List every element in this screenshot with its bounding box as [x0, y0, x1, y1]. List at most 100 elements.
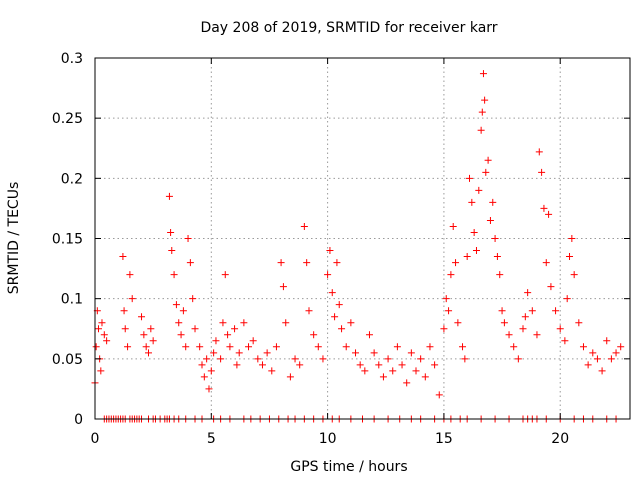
y-tick-labels: 0 0.05 0.1 0.15 0.2 0.25 0.3 [52, 51, 83, 428]
data-point [300, 222, 308, 230]
data-point [603, 337, 611, 345]
data-point [524, 289, 532, 297]
data-point [240, 319, 248, 327]
x-tick-label: 10 [319, 431, 337, 447]
data-point [535, 148, 543, 156]
data-point [452, 259, 460, 267]
y-tick-label: 0 [74, 412, 83, 428]
data-point [447, 271, 455, 279]
data-point [479, 70, 487, 78]
data-point [463, 253, 471, 261]
data-point [149, 337, 157, 345]
data-point [563, 295, 571, 303]
data-point [335, 301, 343, 309]
data-point [475, 186, 483, 194]
data-point [198, 361, 206, 369]
data-point [92, 343, 100, 351]
x-tick-labels: 0 5 10 15 20 [91, 431, 570, 447]
data-point [519, 325, 527, 333]
data-point [296, 361, 304, 369]
data-point [575, 319, 583, 327]
data-point [165, 192, 173, 200]
data-point [593, 355, 601, 363]
y-tick-label: 0.05 [52, 352, 83, 368]
data-point [186, 259, 194, 267]
data-point [538, 168, 546, 176]
y-tick-label: 0.2 [61, 171, 83, 187]
data-point [445, 307, 453, 315]
data-point [384, 355, 392, 363]
data-point [459, 343, 467, 351]
data-point [226, 343, 234, 351]
data-point [98, 319, 106, 327]
data-point [347, 319, 355, 327]
data-point [442, 295, 450, 303]
data-point [468, 198, 476, 206]
data-point [426, 343, 434, 351]
data-point [210, 349, 218, 357]
data-point [365, 331, 373, 339]
data-point [528, 307, 536, 315]
data-point [472, 247, 480, 255]
data-point [570, 271, 578, 279]
axis-ticks [94, 57, 630, 420]
data-point [470, 228, 478, 236]
data-point [393, 343, 401, 351]
data-point [182, 343, 190, 351]
data-point [124, 343, 132, 351]
x-tick-label: 5 [207, 431, 216, 447]
data-point [119, 253, 127, 261]
data-point [224, 331, 232, 339]
data-point [191, 325, 199, 333]
data-point [510, 343, 518, 351]
data-point [94, 325, 102, 333]
data-point [505, 331, 513, 339]
data-point [100, 331, 108, 339]
data-point [356, 361, 364, 369]
data-point [379, 373, 387, 381]
data-point [138, 313, 146, 321]
data-point [249, 337, 257, 345]
data-point [552, 307, 560, 315]
data-point [338, 325, 346, 333]
data-point [324, 271, 332, 279]
y-tick-label: 0.3 [61, 51, 83, 67]
data-point [258, 361, 266, 369]
data-point [398, 361, 406, 369]
data-point [233, 361, 241, 369]
data-point [500, 319, 508, 327]
data-point [203, 355, 211, 363]
data-point [286, 373, 294, 381]
data-point [389, 367, 397, 375]
data-point [566, 253, 574, 261]
data-point [245, 343, 253, 351]
data-point [310, 331, 318, 339]
data-point [126, 271, 134, 279]
data-point [547, 283, 555, 291]
data-point [268, 367, 276, 375]
data-point [533, 331, 541, 339]
data-point [421, 373, 429, 381]
data-point [175, 319, 183, 327]
data-point [200, 373, 208, 381]
data-point [521, 313, 529, 321]
data-point [263, 349, 271, 357]
data-point [466, 174, 473, 182]
data-point [217, 355, 225, 363]
data-point [449, 222, 457, 230]
data-point [440, 325, 448, 333]
data-point [568, 235, 576, 242]
data-point [461, 355, 469, 363]
y-tick-label: 0.15 [52, 232, 83, 248]
data-point [342, 343, 350, 351]
y-axis-label: SRMTID / TECUs [6, 182, 22, 295]
data-point [291, 355, 299, 363]
data-point [579, 343, 587, 351]
data-point [142, 343, 150, 351]
data-point [589, 349, 597, 357]
data-point [212, 337, 220, 345]
data-point [272, 343, 280, 351]
x-tick-label: 20 [551, 431, 569, 447]
data-point [168, 247, 176, 255]
